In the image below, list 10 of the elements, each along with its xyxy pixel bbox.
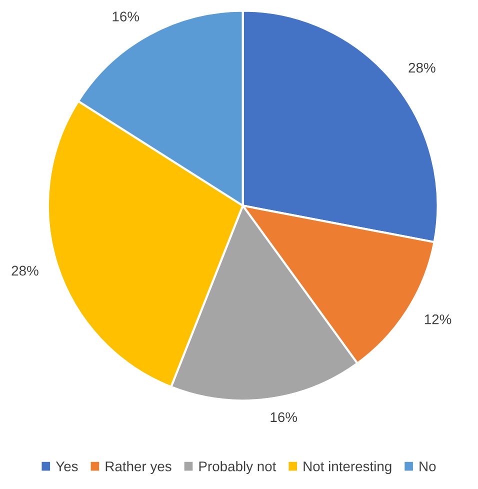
data-label: 16% (112, 12, 140, 22)
data-label: 16% (270, 412, 298, 422)
legend-label: No (420, 462, 436, 472)
data-label: 28% (408, 62, 436, 73)
data-label: 28% (12, 266, 38, 276)
legend-label: Rather yes (106, 461, 172, 474)
legend-label: Probably not (199, 461, 276, 474)
legend-label: Yes (56, 462, 78, 472)
legend-label: Not interesting (304, 461, 392, 474)
data-label: 12% (424, 314, 452, 324)
